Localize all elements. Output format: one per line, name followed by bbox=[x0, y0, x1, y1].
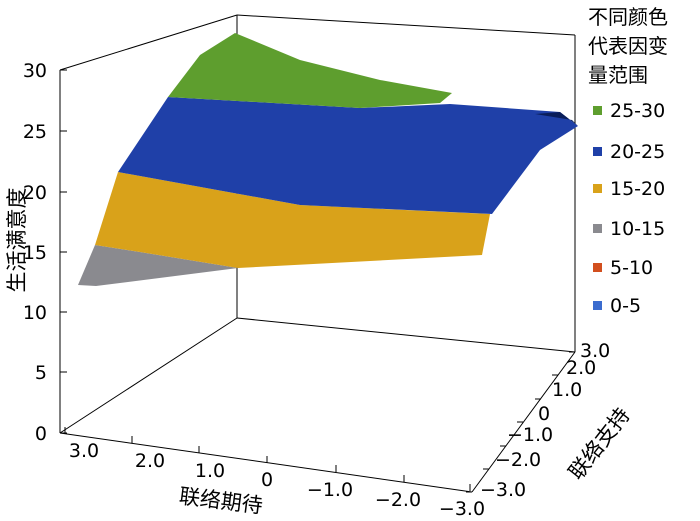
legend-title-line: 代表因变 bbox=[588, 34, 668, 58]
y-tick-label: 1.0 bbox=[552, 379, 582, 401]
x-tick-label: 2.0 bbox=[135, 450, 165, 472]
legend-label-20-25: 20-25 bbox=[610, 141, 665, 163]
y-tick-label: −3.0 bbox=[480, 479, 526, 501]
x-tick-label: 1.0 bbox=[195, 460, 225, 482]
frame-back-floor-left bbox=[59, 317, 238, 434]
y-tick-label: 3.0 bbox=[580, 340, 610, 362]
legend-label-10-15: 10-15 bbox=[610, 218, 665, 240]
legend: 不同颜色 代表因变 量范围 25-30 20-25 15-20 10-15 5-… bbox=[588, 5, 668, 317]
legend-label-15-20: 15-20 bbox=[610, 178, 665, 200]
legend-swatch-15-20 bbox=[593, 184, 602, 193]
surface-band-15-20 bbox=[95, 172, 490, 268]
x-axis: 3.0 2.0 1.0 0 −1.0 −2.0 −3.0 联络期待 bbox=[64, 427, 485, 520]
frame-right-floor bbox=[471, 351, 576, 493]
legend-title-line: 量范围 bbox=[588, 63, 648, 87]
frame-back-floor-right bbox=[236, 317, 576, 353]
z-tick-label: 5 bbox=[35, 362, 47, 384]
x-tick-label: −2.0 bbox=[375, 489, 421, 511]
surface bbox=[78, 33, 578, 286]
legend-swatch-20-25 bbox=[593, 147, 602, 156]
legend-label-25-30: 25-30 bbox=[610, 100, 665, 122]
surface-top-edge bbox=[535, 112, 578, 126]
frame-back-top-right bbox=[236, 14, 576, 36]
frame-back-top bbox=[59, 14, 238, 71]
z-tick-label: 30 bbox=[23, 60, 47, 82]
legend-swatch-25-30 bbox=[593, 106, 602, 115]
legend-label-5-10: 5-10 bbox=[610, 257, 653, 279]
y-tick-label: 2.0 bbox=[566, 357, 596, 379]
surface-band-10-15 bbox=[78, 245, 238, 286]
y-axis: −3.0 −2.0 −1.0 0 1.0 2.0 3.0 联络支持 bbox=[466, 340, 635, 501]
z-tick-label: 10 bbox=[23, 302, 47, 324]
y-tick-label: −2.0 bbox=[495, 449, 541, 471]
legend-label-0-5: 0-5 bbox=[610, 295, 641, 317]
surface-band-25-30 bbox=[168, 33, 452, 108]
frame-front-floor bbox=[59, 432, 473, 493]
x-tick-label: −1.0 bbox=[307, 479, 353, 501]
legend-swatch-5-10 bbox=[593, 263, 602, 272]
z-tick-label: 20 bbox=[23, 182, 47, 204]
z-tick-label: 0 bbox=[35, 423, 47, 445]
legend-swatch-10-15 bbox=[593, 224, 602, 233]
x-tick-label: −3.0 bbox=[439, 498, 485, 520]
y-axis-title: 联络支持 bbox=[564, 403, 635, 484]
x-axis-title: 联络期待 bbox=[178, 484, 264, 518]
x-tick-label: 3.0 bbox=[69, 440, 99, 462]
x-tick-label: 0 bbox=[261, 469, 273, 491]
z-tick-label: 15 bbox=[23, 242, 47, 264]
z-tick-label: 25 bbox=[23, 121, 47, 143]
z-axis: 0 5 10 15 20 25 30 生活满意度 bbox=[5, 60, 67, 445]
z-axis-title: 生活满意度 bbox=[5, 188, 29, 293]
y-tick-label: 0 bbox=[538, 403, 550, 425]
legend-swatch-0-5 bbox=[593, 301, 602, 310]
y-tick-label: −1.0 bbox=[507, 424, 553, 446]
legend-title-line: 不同颜色 bbox=[588, 5, 668, 29]
surface-band-20-25 bbox=[118, 97, 578, 214]
